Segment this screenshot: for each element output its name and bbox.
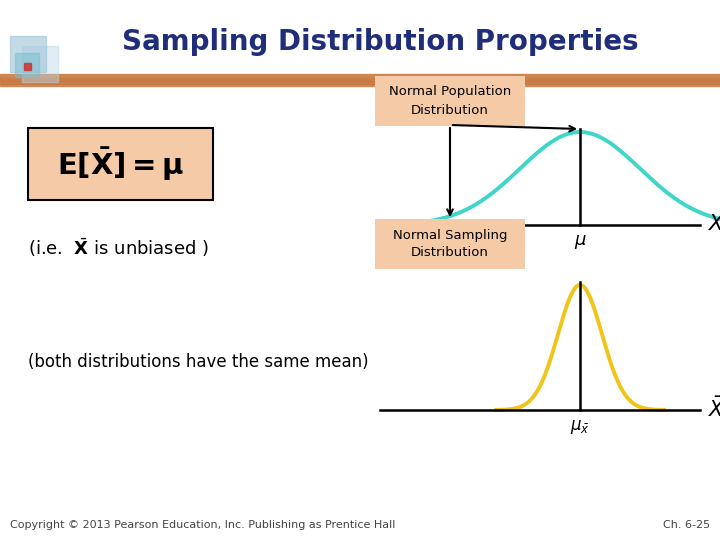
Text: $\mathbf{E[\bar{X}] = \mu}$: $\mathbf{E[\bar{X}] = \mu}$	[57, 145, 184, 183]
Bar	[0, 82, 720, 84]
Text: Normal Population
Distribution: Normal Population Distribution	[389, 85, 511, 117]
Bar	[0, 80, 720, 83]
Text: Sampling Distribution Properties: Sampling Distribution Properties	[122, 28, 639, 56]
Text: $\mu$: $\mu$	[574, 233, 587, 251]
Text: $\mathit{\bar{X}}$: $\mathit{\bar{X}}$	[708, 397, 720, 421]
Bar	[15, 53, 39, 77]
FancyBboxPatch shape	[375, 219, 525, 269]
Text: $\mathit{X}$: $\mathit{X}$	[708, 214, 720, 234]
Bar	[0, 79, 720, 81]
Text: $\mu_{\bar{x}}$: $\mu_{\bar{x}}$	[570, 418, 590, 436]
Bar	[24, 63, 31, 70]
Text: Ch. 6-25: Ch. 6-25	[663, 520, 710, 530]
Bar	[0, 76, 720, 78]
Bar	[10, 36, 46, 72]
Text: Copyright © 2013 Pearson Education, Inc. Publishing as Prentice Hall: Copyright © 2013 Pearson Education, Inc.…	[10, 520, 395, 530]
Bar	[0, 78, 720, 79]
Text: (both distributions have the same mean): (both distributions have the same mean)	[28, 353, 369, 371]
Text: (i.e.  $\bar{\mathbf{X}}$ is unbiased ): (i.e. $\bar{\mathbf{X}}$ is unbiased )	[28, 237, 209, 259]
Bar	[22, 46, 58, 82]
Bar	[0, 74, 720, 81]
FancyBboxPatch shape	[375, 76, 525, 126]
Text: Normal Sampling
Distribution: Normal Sampling Distribution	[392, 228, 508, 260]
Bar	[0, 84, 720, 85]
FancyBboxPatch shape	[28, 128, 213, 200]
